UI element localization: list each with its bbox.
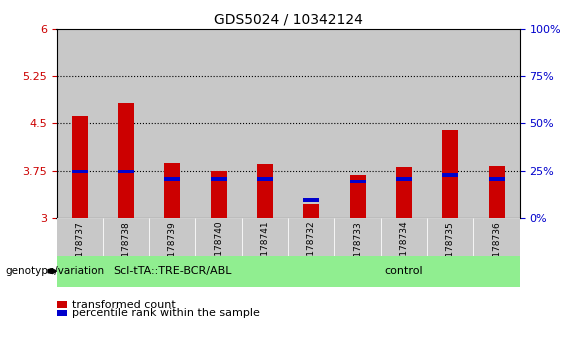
Bar: [288, 29, 334, 218]
Bar: [334, 218, 381, 256]
Bar: [242, 29, 288, 218]
Bar: [473, 29, 520, 218]
Bar: [56, 218, 103, 256]
Text: GSM1178732: GSM1178732: [307, 221, 316, 281]
Text: GSM1178735: GSM1178735: [446, 221, 455, 282]
Bar: [350, 180, 366, 183]
Bar: [211, 177, 227, 180]
Text: GSM1178736: GSM1178736: [492, 221, 501, 282]
Bar: [489, 166, 505, 218]
Bar: [303, 204, 319, 218]
Bar: [164, 163, 180, 218]
Bar: [257, 164, 273, 218]
Bar: [164, 177, 180, 180]
Bar: [473, 218, 520, 256]
Text: Scl-tTA::TRE-BCR/ABL: Scl-tTA::TRE-BCR/ABL: [113, 266, 232, 276]
Bar: [381, 29, 427, 218]
Bar: [72, 170, 88, 173]
Bar: [489, 177, 505, 180]
Text: GSM1178738: GSM1178738: [121, 221, 131, 282]
Bar: [149, 218, 195, 256]
Text: GSM1178741: GSM1178741: [260, 221, 270, 281]
Bar: [288, 218, 334, 256]
Bar: [211, 171, 227, 218]
Bar: [427, 29, 473, 218]
Bar: [442, 173, 458, 177]
Bar: [381, 218, 427, 256]
Text: GSM1178740: GSM1178740: [214, 221, 223, 281]
Bar: [103, 29, 149, 218]
Bar: [118, 170, 134, 173]
Bar: [72, 116, 88, 218]
Title: GDS5024 / 10342124: GDS5024 / 10342124: [214, 12, 363, 26]
Bar: [149, 29, 195, 218]
Bar: [396, 177, 412, 180]
Bar: [118, 103, 134, 218]
Text: transformed count: transformed count: [72, 299, 176, 310]
Bar: [334, 29, 381, 218]
Text: percentile rank within the sample: percentile rank within the sample: [72, 308, 260, 318]
Bar: [257, 177, 273, 180]
Bar: [56, 256, 288, 287]
Bar: [396, 167, 412, 218]
Bar: [350, 175, 366, 218]
Bar: [195, 29, 242, 218]
Text: genotype/variation: genotype/variation: [6, 266, 105, 276]
Text: control: control: [385, 266, 423, 276]
Bar: [303, 199, 319, 202]
Text: GSM1178734: GSM1178734: [399, 221, 408, 281]
Text: GSM1178733: GSM1178733: [353, 221, 362, 282]
Bar: [242, 218, 288, 256]
Bar: [195, 218, 242, 256]
Bar: [56, 29, 103, 218]
Bar: [442, 130, 458, 218]
Bar: [427, 218, 473, 256]
Bar: [288, 256, 520, 287]
Bar: [103, 218, 149, 256]
Text: GSM1178737: GSM1178737: [75, 221, 84, 282]
Text: GSM1178739: GSM1178739: [168, 221, 177, 282]
